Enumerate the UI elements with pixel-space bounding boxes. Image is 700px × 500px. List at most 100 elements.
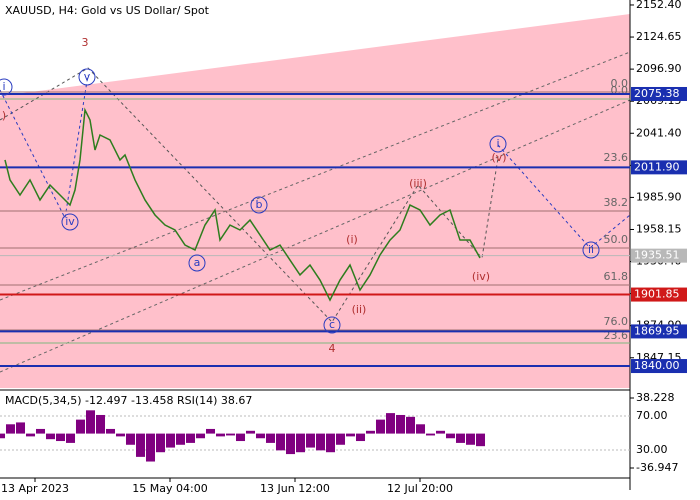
level-label: 2011.90	[634, 160, 680, 173]
y-tick-label: 30.00	[636, 443, 668, 456]
macd-bar	[196, 433, 205, 439]
level-tag	[631, 160, 687, 175]
wave-label: (ii)	[352, 303, 367, 316]
fib-label: 61.8	[604, 270, 629, 283]
macd-bar	[426, 433, 435, 436]
wave-label: b	[256, 198, 263, 211]
level-label: 1840.00	[634, 359, 680, 372]
wave-circle	[188, 254, 206, 272]
macd-bar	[0, 433, 5, 439]
level-label: 1901.85	[634, 288, 680, 301]
macd-bar	[406, 416, 415, 434]
macd-bar	[456, 433, 465, 443]
macd-bar	[296, 433, 305, 453]
macd-bar	[416, 424, 425, 434]
x-tick-label: 12 Jul 20:00	[387, 482, 453, 495]
wave-label: )	[2, 109, 6, 122]
macd-bar	[476, 433, 485, 447]
wave-label: iv	[65, 215, 75, 228]
fib-label: 0.0	[611, 84, 629, 97]
macd-bar	[326, 433, 335, 453]
macd-bar	[186, 433, 195, 443]
macd-bar	[86, 410, 95, 434]
macd-bar	[116, 433, 125, 437]
macd-bar	[146, 433, 155, 462]
macd-bar	[346, 433, 355, 437]
y-tick-label: 2041.40	[636, 126, 682, 139]
macd-bar	[306, 433, 315, 448]
level-tag	[631, 324, 687, 339]
level-label: 1935.51	[634, 249, 680, 262]
macd-bar	[376, 419, 385, 434]
wave-label: (v)	[491, 151, 506, 164]
macd-bar	[206, 428, 215, 434]
macd-bar	[66, 433, 75, 443]
macd-bar	[126, 433, 135, 445]
price-line	[4, 107, 481, 302]
y-tick-label: 70.00	[636, 409, 668, 422]
wave-circle	[582, 241, 600, 259]
chart-title: XAUUSD, H4: Gold vs US Dollar/ Spot	[5, 4, 210, 17]
macd-bar	[396, 414, 405, 434]
macd-bar	[156, 433, 165, 453]
macd-bar	[336, 433, 345, 445]
trend-line	[0, 99, 631, 373]
wave-label: (i)	[346, 233, 358, 246]
level-label: 2075.38	[634, 87, 680, 100]
macd-bar	[366, 430, 375, 434]
wave-circle	[78, 68, 96, 86]
wave-label: a	[194, 256, 201, 269]
macd-bar	[226, 433, 235, 436]
level-tag	[631, 359, 687, 374]
wave-label: i	[2, 80, 5, 93]
y-tick-label: 2096.90	[636, 62, 682, 75]
wave-label: ii	[588, 243, 594, 256]
macd-bar	[166, 433, 175, 448]
macd-bar	[136, 433, 145, 457]
wave-label: 4	[329, 342, 336, 355]
indicator-title: MACD(5,34,5) -12.497 -13.458 RSI(14) 38.…	[5, 394, 252, 407]
macd-bar	[236, 433, 245, 442]
wave-label: c	[329, 318, 335, 331]
fib-label: 23.6	[604, 151, 629, 164]
wave-circle	[323, 316, 341, 334]
y-tick-label: 2124.65	[636, 30, 682, 43]
macd-bar	[466, 433, 475, 445]
macd-bar	[176, 433, 185, 445]
macd-bar	[386, 413, 395, 434]
macd-bar	[76, 419, 85, 434]
wave-label: i	[496, 137, 499, 150]
wave-circle	[0, 78, 13, 96]
macd-bar	[246, 430, 255, 434]
wave-circle	[489, 135, 507, 153]
wave-label: (iv)	[472, 270, 490, 283]
x-tick-label: 15 May 04:00	[132, 482, 207, 495]
y-tick-label: 1958.15	[636, 222, 682, 235]
macd-bar	[266, 433, 275, 443]
macd-bar	[6, 424, 15, 434]
macd-bar	[56, 433, 65, 442]
x-tick-label: 13 Apr 2023	[1, 482, 69, 495]
wave-path	[0, 67, 499, 323]
level-tag	[631, 248, 687, 263]
wave-circle	[61, 213, 79, 231]
macd-bar	[36, 428, 45, 434]
fib-label: 0.0	[611, 77, 629, 90]
fib-label: 76.0	[604, 315, 629, 328]
macd-bar	[316, 433, 325, 451]
fib-label: 38.2	[604, 196, 629, 209]
level-tag	[631, 287, 687, 302]
y-tick-label: -36.947	[636, 461, 678, 474]
macd-bar	[96, 414, 105, 434]
wave-circle	[250, 196, 268, 214]
macd-bar	[106, 428, 115, 434]
y-tick-label: 2152.40	[636, 0, 682, 11]
macd-bar	[16, 422, 25, 434]
macd-bar	[446, 433, 455, 439]
macd-bar	[436, 430, 445, 434]
macd-bar	[256, 433, 265, 439]
level-tag	[631, 86, 687, 101]
x-tick-label: 13 Jun 12:00	[260, 482, 330, 495]
macd-bar	[46, 433, 55, 440]
